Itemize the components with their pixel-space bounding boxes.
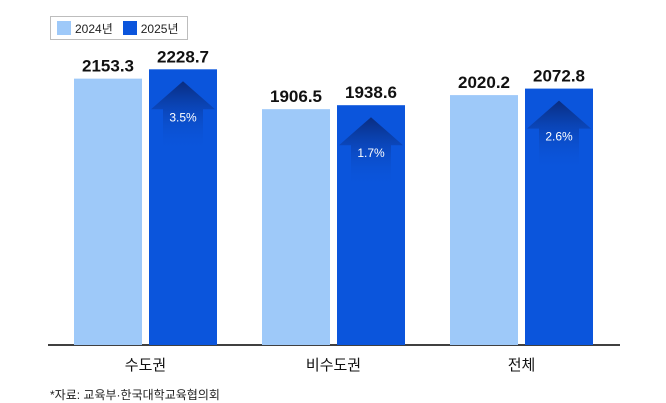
growth-arrow-2 (527, 100, 591, 171)
legend-item-2024: 2024년 (57, 20, 113, 37)
value-label-2025-0: 2228.7 (157, 47, 209, 66)
bar-2024-0 (74, 78, 142, 346)
legend-label-2024: 2024년 (75, 21, 113, 36)
value-label-2024-0: 2153.3 (82, 57, 134, 76)
category-label-2: 전체 (508, 356, 536, 374)
value-label-2024-2: 2020.2 (458, 73, 510, 92)
growth-label-1: 1.7% (357, 146, 385, 160)
legend-swatch-2025 (122, 21, 137, 35)
value-label-2025-1: 1938.6 (345, 83, 397, 102)
chart-legend: 2024년 2025년 (50, 16, 188, 40)
growth-arrow-1 (339, 117, 403, 188)
growth-arrow-0 (151, 81, 215, 152)
growth-label-2: 2.6% (545, 130, 573, 144)
bar-2024-2 (450, 95, 518, 345)
growth-label-0: 3.5% (169, 110, 197, 124)
source-note: *자료: 교육부·한국대학교육협의회 (50, 388, 220, 402)
legend-item-2025: 2025년 (122, 20, 179, 37)
bar-2024-1 (262, 109, 330, 345)
legend-label-2025: 2025년 (140, 21, 179, 36)
legend-swatch-2024 (57, 21, 71, 35)
category-label-0: 수도권 (125, 356, 166, 374)
value-label-2024-1: 1906.5 (270, 87, 322, 106)
category-label-1: 비수도권 (306, 356, 361, 374)
value-label-2025-2: 2072.8 (533, 67, 585, 86)
